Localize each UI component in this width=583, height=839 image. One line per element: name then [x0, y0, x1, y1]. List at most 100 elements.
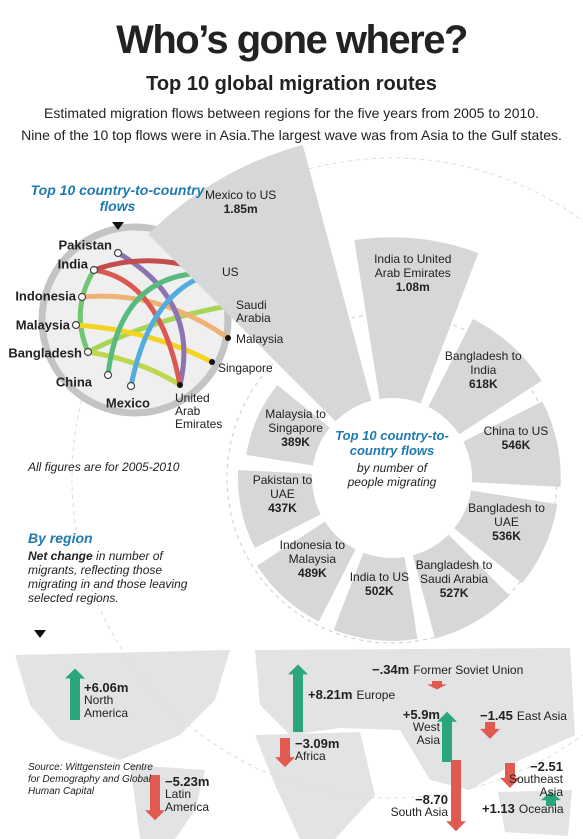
radial-title: Top 10 country-to-country flows	[335, 428, 449, 458]
description: Estimated migration flows between region…	[44, 105, 539, 121]
radial-bar	[238, 469, 321, 548]
bar-value: 1.85m	[223, 201, 258, 216]
radial-bar	[256, 521, 356, 622]
region-label: +8.21m Europe	[308, 688, 438, 702]
bar-value: 437K	[268, 501, 297, 516]
bar-category: Bangladesh to India	[444, 348, 522, 377]
map-land	[130, 765, 205, 839]
bar-label: India to United Arab Emirates 1.08m	[373, 252, 453, 294]
origin-dot	[83, 347, 93, 357]
radial-bars	[148, 144, 561, 641]
pointer	[34, 630, 46, 638]
origin-label: China	[56, 374, 93, 389]
origin-label: Pakistan	[59, 237, 113, 252]
region-name: West Asia	[412, 720, 440, 747]
chord-title: Top 10 country-to-country flows	[30, 182, 205, 214]
region-name: Former Soviet Union	[413, 663, 524, 677]
region-name: Latin America	[165, 787, 210, 814]
region-label: −3.09m Africa	[295, 737, 355, 763]
region-arrow	[500, 763, 520, 788]
region-label: −2.51 Southeast Asia	[493, 760, 563, 799]
bar-category: Indonesia to Malaysia	[279, 538, 346, 567]
origin-dot	[126, 381, 136, 391]
source: Source: Wittgenstein Centre for Demograp…	[28, 762, 153, 797]
region-arrow	[437, 711, 457, 762]
bar-value: 546K	[501, 437, 531, 452]
subtitle: Top 10 global migration routes	[146, 73, 437, 95]
region-name: Southeast Asia	[508, 772, 563, 799]
bar-value: 527K	[439, 585, 469, 600]
radial-bar	[354, 237, 479, 404]
region-value: +6.06m	[84, 680, 129, 695]
region-arrow	[65, 668, 85, 720]
description: Nine of the 10 top flows were in Asia.Th…	[21, 127, 562, 143]
radial-subtitle: by number of people migrating	[347, 461, 437, 489]
guide-circle	[71, 157, 583, 799]
destination-label: Singapore	[218, 361, 273, 375]
origin-dot	[71, 320, 81, 330]
region-subtitle: Net change in number of migrants, reflec…	[28, 549, 198, 605]
region-arrow	[446, 760, 466, 832]
destination-dot	[177, 382, 183, 388]
bar-category: Bangladesh to UAE	[468, 500, 545, 529]
radial-bar	[333, 552, 418, 641]
bar-category: Malaysia to Singapore	[265, 407, 326, 436]
bar-label: Bangladesh to Saudi Arabia 527K	[414, 558, 494, 600]
region-subtitle-bold: Net change	[28, 549, 93, 563]
destination-label: Malaysia	[236, 332, 284, 346]
region-value: −8.70	[415, 792, 448, 807]
bar-category: India to United Arab Emirates	[374, 252, 452, 281]
region-label: −1.45 East Asia	[480, 709, 583, 723]
origin-dot	[113, 248, 123, 258]
pointer	[112, 222, 124, 230]
region-value: +1.13	[482, 801, 515, 816]
radial-bar	[463, 401, 561, 487]
radial-bar	[412, 534, 510, 639]
bar-label: Mexico to US 1.85m	[201, 188, 281, 216]
bar-value: 1.08m	[395, 280, 430, 295]
bar-category: Mexico to US	[204, 187, 277, 202]
region-value: +5.9m	[402, 707, 440, 722]
destination-label: Saudi Arabia	[236, 298, 271, 325]
region-label: −5.23m Latin America	[165, 775, 235, 814]
flow	[79, 293, 231, 341]
bar-label: Bangladesh to India 618K	[443, 349, 523, 391]
origin-label: Indonesia	[15, 288, 76, 303]
region-name: Oceania	[518, 802, 564, 816]
region-name: Africa	[295, 749, 326, 763]
region-value: −1.45	[480, 708, 513, 723]
bar-label: India to US 502K	[339, 570, 419, 598]
region-label: −8.70 South Asia	[386, 793, 448, 819]
region-value: −5.23m	[165, 774, 210, 789]
region-label: +6.06m North America	[84, 681, 154, 720]
bar-value: 618K	[468, 376, 498, 391]
map-land	[255, 648, 575, 790]
bar-label: Bangladesh to UAE 536K	[467, 501, 547, 543]
flow	[77, 267, 97, 355]
origin-dot	[89, 265, 99, 275]
radial-bar	[428, 319, 542, 435]
bar-category: India to US	[349, 570, 410, 585]
region-value: +8.21m	[308, 687, 353, 702]
region-value: −2.51	[530, 759, 563, 774]
radial-center: Top 10 country-to-country flows by numbe…	[332, 428, 452, 489]
bar-label: China to US 546K	[476, 424, 556, 452]
destination-dot	[225, 335, 231, 341]
bar-category: Bangladesh to Saudi Arabia	[415, 557, 493, 586]
origin-label: Mexico	[106, 395, 150, 410]
region-label: +1.13 Oceania	[482, 802, 582, 816]
region-arrow	[541, 791, 561, 806]
bar-value: 536K	[492, 528, 521, 543]
region-arrow	[275, 738, 295, 768]
origin-label: Bangladesh	[8, 345, 82, 360]
region-name: East Asia	[516, 709, 567, 723]
flow	[91, 267, 183, 388]
bar-label: Pakistan to UAE 437K	[242, 473, 322, 515]
origin-dot	[77, 292, 87, 302]
destination-label: US	[222, 265, 239, 279]
region-value: −.34m	[372, 662, 410, 677]
origin-label: Malaysia	[16, 317, 71, 332]
bar-value: 489K	[298, 566, 327, 581]
region-label: +5.9m West Asia	[392, 708, 440, 747]
